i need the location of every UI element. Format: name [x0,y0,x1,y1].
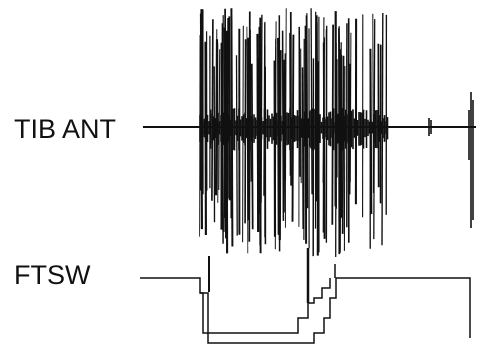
ftsw-label: FTSW [14,260,91,290]
emg-dense-burst [199,107,389,151]
emg-spike [218,49,221,191]
footswitch-signal-inner [200,278,331,334]
emg-spike [305,15,309,209]
emg-spike [235,55,238,236]
tib-ant-label: TIB ANT [14,114,116,144]
footswitch-signal-outer [140,277,471,344]
emg-spike [282,59,286,213]
emg-spike [250,63,254,230]
emg-spike [260,14,263,203]
emg-spike [246,26,249,254]
emg-spike [278,50,282,241]
emg-spike [322,42,326,239]
emg-spike [301,67,304,230]
emg-spike [300,48,302,184]
emg-spike [343,66,346,251]
emg-spike-group [199,8,474,258]
footswitch-trace [140,248,471,344]
emg-spike [310,8,313,195]
emg-spike [211,19,214,201]
tib-ant-emg-trace [143,8,476,258]
emg-spike [274,47,277,250]
emg-spike [277,37,280,235]
emg-spike [372,13,374,194]
